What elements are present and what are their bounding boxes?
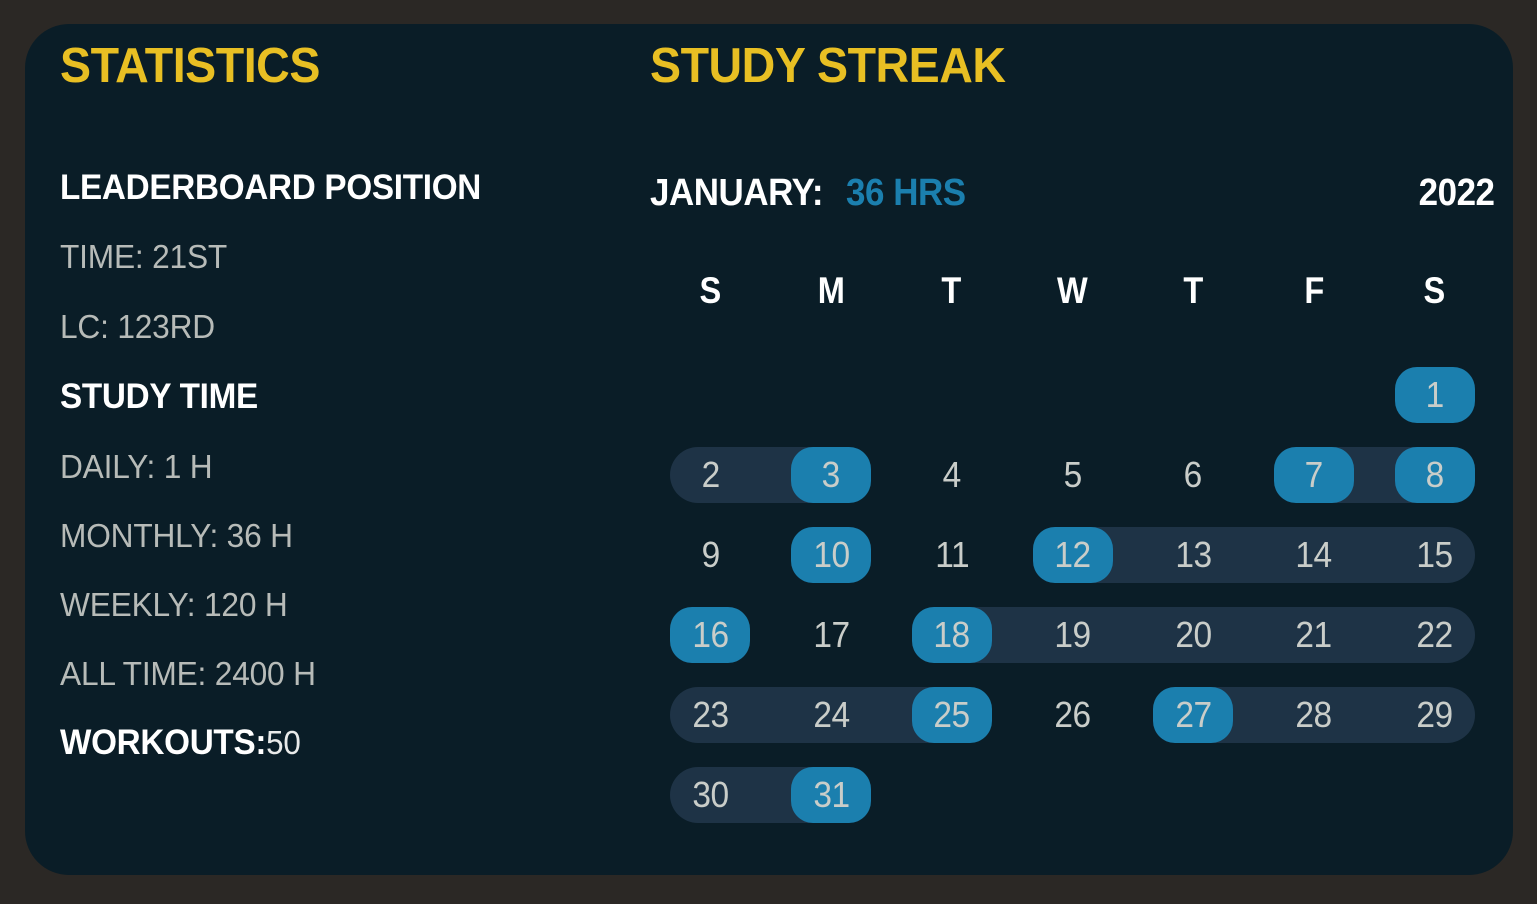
calendar-day-active[interactable]: 10 [791, 527, 872, 583]
year-label: 2022 [1419, 172, 1495, 214]
calendar-day[interactable]: 6 [1153, 447, 1233, 503]
workouts-row: WORKOUTS:50 [60, 725, 301, 760]
calendar-day-number: 14 [1295, 534, 1333, 575]
weekday-header-cell: M [817, 270, 845, 311]
calendar-day[interactable]: 17 [791, 607, 871, 663]
calendar-day[interactable]: 2 [670, 447, 750, 503]
calendar-day[interactable]: 14 [1274, 527, 1354, 583]
study-streak-title: STUDY STREAK [650, 39, 1006, 93]
streak-range-band [911, 607, 1475, 663]
calendar-day-number: 27 [1175, 694, 1212, 735]
calendar-day-number: 5 [1063, 454, 1082, 495]
leaderboard-time-row: TIME: 21ST [60, 238, 228, 275]
month-hours-value: 36 HRS [846, 172, 966, 214]
calendar-day-active[interactable]: 31 [791, 767, 872, 823]
calendar-day-number: 21 [1295, 614, 1333, 655]
calendar-day[interactable]: 24 [791, 687, 871, 743]
study-time-daily-row: DAILY: 1 H [60, 448, 213, 485]
weekday-header-cell: F [1303, 270, 1324, 311]
month-label: JANUARY: [650, 172, 824, 214]
calendar-day[interactable]: 28 [1274, 687, 1354, 743]
calendar-day[interactable]: 21 [1274, 607, 1354, 663]
calendar-day-number: 10 [812, 534, 850, 575]
workouts-value: 50 [266, 724, 301, 761]
workouts-label: WORKOUTS: [60, 723, 267, 762]
calendar-day-number: 22 [1416, 614, 1453, 655]
stats-streak-card: STATISTICS LEADERBOARD POSITION TIME: 21… [25, 24, 1513, 875]
calendar-day-number: 12 [1054, 534, 1091, 575]
calendar-day[interactable]: 22 [1395, 607, 1475, 663]
calendar-day-number: 31 [812, 774, 850, 815]
calendar-day[interactable]: 26 [1033, 687, 1113, 743]
calendar-day-number: 26 [1054, 694, 1091, 735]
calendar-day[interactable]: 4 [912, 447, 992, 503]
calendar-day-number: 2 [701, 454, 720, 495]
calendar-day-number: 11 [934, 534, 969, 575]
calendar-day-number: 30 [692, 774, 729, 815]
calendar-day-number: 29 [1416, 694, 1453, 735]
calendar-day-number: 3 [821, 454, 841, 495]
calendar-day-active[interactable]: 27 [1153, 687, 1234, 743]
calendar-day-active[interactable]: 8 [1394, 447, 1475, 503]
calendar-day-active[interactable]: 7 [1273, 447, 1354, 503]
calendar-day-active[interactable]: 16 [670, 607, 751, 663]
calendar-day-active[interactable]: 25 [911, 687, 992, 743]
calendar-day[interactable]: 5 [1033, 447, 1113, 503]
calendar-day-number: 19 [1054, 614, 1091, 655]
study-time-monthly-row: MONTHLY: 36 H [60, 517, 293, 554]
calendar-day[interactable]: 23 [670, 687, 750, 743]
calendar-day[interactable]: 30 [670, 767, 750, 823]
weekday-header-cell: S [699, 270, 722, 311]
calendar-week-row: 30 31 [650, 755, 1495, 835]
calendar-day-number: 16 [692, 614, 729, 655]
calendar-day-number: 25 [933, 694, 971, 735]
calendar-day-number: 13 [1175, 534, 1212, 575]
statistics-panel: STATISTICS LEADERBOARD POSITION TIME: 21… [60, 39, 640, 761]
calendar-day-number: 20 [1175, 614, 1212, 655]
calendar-day-number: 9 [701, 534, 720, 575]
calendar-day-number: 28 [1295, 694, 1333, 735]
calendar-week-row: 16 17 18 19 20 21 22 [650, 595, 1495, 675]
calendar-day[interactable]: 15 [1395, 527, 1475, 583]
calendar-week-row: 1 [650, 355, 1495, 435]
study-time-all-time-row: ALL TIME: 2400 H [60, 655, 316, 692]
calendar-day[interactable]: 29 [1395, 687, 1475, 743]
calendar-day-active[interactable]: 12 [1032, 527, 1113, 583]
study-time-heading: STUDY TIME [60, 377, 258, 416]
calendar-day-number: 15 [1416, 534, 1453, 575]
weekday-header-cell: W [1057, 270, 1088, 311]
study-time-weekly-row: WEEKLY: 120 H [60, 586, 288, 623]
weekday-header-cell: T [941, 270, 962, 311]
calendar-day[interactable]: 20 [1153, 607, 1233, 663]
weekday-header-cell: T [1183, 270, 1204, 311]
calendar-day-number: 24 [812, 694, 850, 735]
statistics-title: STATISTICS [60, 39, 320, 93]
leaderboard-lc-row: LC: 123RD [60, 308, 215, 345]
calendar-grid: 1 2 3 4 5 6 7 8 9 10 11 12 13 14 15 16 17 18 19 20 21 22 23 24 2… [650, 355, 1495, 835]
calendar-day[interactable]: 9 [670, 527, 750, 583]
calendar-day-number: 18 [933, 614, 971, 655]
weekday-header-cell: S [1423, 270, 1446, 311]
month-summary-row: JANUARY: 36 HRS 2022 [650, 172, 1495, 216]
calendar-day-active[interactable]: 1 [1394, 367, 1475, 423]
calendar-day-active[interactable]: 18 [911, 607, 992, 663]
calendar-day[interactable]: 19 [1033, 607, 1113, 663]
calendar-week-row: 9 10 11 12 13 14 15 [650, 515, 1495, 595]
calendar-day-number: 8 [1425, 454, 1445, 495]
calendar-day[interactable]: 13 [1153, 527, 1233, 583]
calendar-day[interactable]: 11 [912, 527, 992, 583]
calendar-week-row: 2 3 4 5 6 7 8 [650, 435, 1495, 515]
calendar-day-number: 7 [1304, 454, 1324, 495]
calendar-week-row: 23 24 25 26 27 28 29 [650, 675, 1495, 755]
calendar-day-number: 1 [1425, 374, 1445, 415]
calendar-day-number: 23 [692, 694, 729, 735]
calendar-day-number: 6 [1184, 454, 1203, 495]
calendar-day-number: 4 [942, 454, 962, 495]
calendar-day-active[interactable]: 3 [791, 447, 872, 503]
calendar-day-number: 17 [812, 614, 850, 655]
leaderboard-position-heading: LEADERBOARD POSITION [60, 168, 482, 207]
